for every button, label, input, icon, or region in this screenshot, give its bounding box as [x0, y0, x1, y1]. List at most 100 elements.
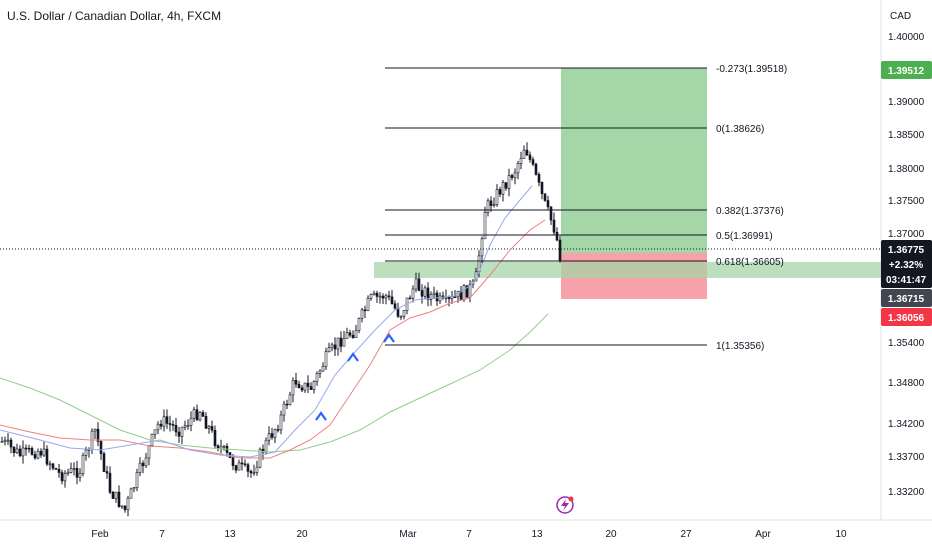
candle-body[interactable]: [336, 337, 340, 350]
candle-body[interactable]: [423, 287, 427, 297]
candle-body[interactable]: [534, 163, 538, 175]
candle-body[interactable]: [519, 158, 523, 164]
candle-body[interactable]: [330, 344, 334, 348]
candle-body[interactable]: [510, 175, 514, 178]
candle-body[interactable]: [120, 505, 124, 508]
candle-body[interactable]: [201, 412, 205, 417]
candle-body[interactable]: [189, 417, 193, 426]
lightning-icon[interactable]: [556, 496, 574, 514]
candle-body[interactable]: [420, 290, 424, 297]
y-axis-ticks[interactable]: 1.40000 1.39000 1.38500 1.38000 1.37500 …: [888, 32, 925, 498]
candle-body[interactable]: [345, 332, 349, 339]
candle-body[interactable]: [36, 450, 40, 459]
candle-body[interactable]: [234, 465, 238, 471]
candle-body[interactable]: [273, 429, 277, 438]
candle-body[interactable]: [51, 463, 55, 469]
candle-body[interactable]: [9, 439, 13, 448]
candle-body[interactable]: [516, 163, 520, 174]
candle-body[interactable]: [198, 412, 202, 421]
candle-body[interactable]: [366, 297, 370, 311]
candle-body[interactable]: [81, 454, 85, 474]
candle-body[interactable]: [72, 467, 76, 470]
candle-body[interactable]: [369, 294, 373, 299]
candle-body[interactable]: [96, 428, 100, 442]
candle-body[interactable]: [279, 414, 283, 431]
candle-body[interactable]: [288, 394, 292, 406]
candle-body[interactable]: [210, 426, 214, 431]
candle-body[interactable]: [276, 429, 280, 431]
candle-body[interactable]: [372, 292, 376, 295]
support-zone[interactable]: [374, 262, 881, 278]
candle-body[interactable]: [18, 448, 22, 457]
candle-body[interactable]: [231, 457, 235, 466]
candle-body[interactable]: [177, 431, 181, 437]
candlestick-series[interactable]: [0, 142, 562, 517]
candle-body[interactable]: [285, 403, 289, 406]
candle-body[interactable]: [549, 206, 553, 221]
candle-body[interactable]: [42, 448, 46, 456]
candle-body[interactable]: [303, 382, 307, 391]
candle-body[interactable]: [0, 441, 4, 443]
candle-body[interactable]: [507, 175, 511, 189]
candle-body[interactable]: [156, 423, 160, 431]
candle-body[interactable]: [228, 452, 232, 458]
candle-body[interactable]: [528, 154, 532, 160]
candle-body[interactable]: [195, 409, 199, 421]
candle-body[interactable]: [489, 200, 493, 206]
candle-body[interactable]: [432, 292, 436, 295]
candle-body[interactable]: [255, 466, 259, 473]
candle-body[interactable]: [240, 462, 244, 465]
candle-body[interactable]: [498, 189, 502, 195]
candle-body[interactable]: [558, 239, 562, 262]
candle-body[interactable]: [246, 464, 250, 472]
candle-body[interactable]: [462, 285, 466, 300]
candle-body[interactable]: [78, 473, 82, 478]
candle-body[interactable]: [444, 297, 448, 299]
candle-body[interactable]: [378, 295, 382, 298]
candle-body[interactable]: [138, 462, 142, 473]
take-profit-zone[interactable]: [561, 68, 707, 253]
candle-body[interactable]: [108, 472, 112, 493]
candle-body[interactable]: [141, 462, 145, 467]
candle-body[interactable]: [12, 446, 16, 453]
candle-body[interactable]: [417, 278, 421, 291]
candle-body[interactable]: [165, 416, 169, 424]
candle-body[interactable]: [396, 307, 400, 317]
candle-body[interactable]: [237, 462, 241, 471]
candle-body[interactable]: [132, 487, 136, 490]
candle-body[interactable]: [75, 467, 79, 478]
candle-body[interactable]: [486, 200, 490, 213]
candle-body[interactable]: [480, 238, 484, 257]
candle-body[interactable]: [465, 285, 469, 298]
candle-body[interactable]: [399, 315, 403, 318]
candle-body[interactable]: [291, 379, 295, 396]
candle-body[interactable]: [339, 337, 343, 347]
candle-body[interactable]: [192, 409, 196, 419]
candle-body[interactable]: [48, 463, 52, 466]
candle-body[interactable]: [414, 278, 418, 290]
candle-body[interactable]: [363, 309, 367, 312]
candle-body[interactable]: [33, 454, 37, 459]
candle-body[interactable]: [69, 468, 73, 473]
candle-body[interactable]: [537, 174, 541, 183]
candle-body[interactable]: [117, 491, 121, 507]
candle-body[interactable]: [402, 310, 406, 317]
candle-body[interactable]: [552, 219, 556, 233]
candle-body[interactable]: [327, 347, 331, 353]
candle-body[interactable]: [105, 471, 109, 474]
candle-body[interactable]: [39, 450, 43, 456]
candle-body[interactable]: [3, 439, 7, 442]
candle-body[interactable]: [45, 448, 49, 465]
candle-body[interactable]: [93, 428, 97, 432]
candle-body[interactable]: [168, 423, 172, 425]
candle-body[interactable]: [435, 292, 439, 302]
candle-body[interactable]: [243, 463, 247, 466]
candle-body[interactable]: [30, 448, 34, 455]
candle-body[interactable]: [504, 182, 508, 189]
candle-body[interactable]: [102, 453, 106, 472]
candle-body[interactable]: [222, 445, 226, 448]
candle-body[interactable]: [324, 351, 328, 367]
candle-body[interactable]: [357, 318, 361, 331]
candle-body[interactable]: [309, 386, 313, 390]
candle-body[interactable]: [114, 491, 118, 499]
